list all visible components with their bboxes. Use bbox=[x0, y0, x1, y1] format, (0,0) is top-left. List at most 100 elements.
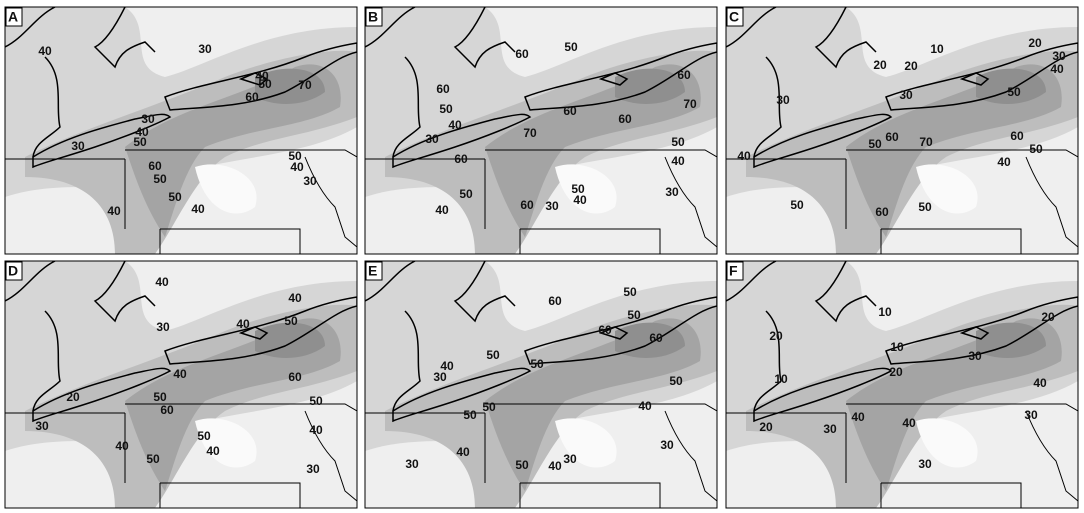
contour-label: 30 bbox=[405, 457, 419, 471]
contour-label: 30 bbox=[665, 185, 679, 199]
contour-label: 10 bbox=[890, 340, 904, 354]
contour-label: 50 bbox=[146, 452, 160, 466]
contour-label: 30 bbox=[198, 42, 212, 56]
contour-label: 50 bbox=[309, 394, 323, 408]
contour-label: 50 bbox=[153, 390, 167, 404]
contour-label: 60 bbox=[548, 294, 562, 308]
contour-label: 40 bbox=[1050, 62, 1064, 76]
contour-label: 60 bbox=[454, 152, 468, 166]
contour-label: 50 bbox=[623, 285, 637, 299]
contour-label: 50 bbox=[168, 190, 182, 204]
contour-label: 70 bbox=[523, 126, 537, 140]
contour-shading bbox=[365, 7, 717, 254]
contour-label: 60 bbox=[618, 112, 632, 126]
contour-label: 30 bbox=[899, 88, 913, 102]
contour-label: 50 bbox=[868, 137, 882, 151]
contour-label: 40 bbox=[236, 317, 250, 331]
contour-label: 40 bbox=[155, 275, 169, 289]
contour-label: 30 bbox=[306, 462, 320, 476]
contour-label: 20 bbox=[769, 329, 783, 343]
contour-label: 40 bbox=[255, 69, 269, 83]
contour-label: 20 bbox=[66, 390, 80, 404]
contour-label: 30 bbox=[433, 370, 447, 384]
contour-label: 50 bbox=[482, 400, 496, 414]
contour-label: 40 bbox=[573, 193, 587, 207]
letter-box bbox=[365, 261, 383, 281]
contour-label: 40 bbox=[290, 160, 304, 174]
contour-label: 50 bbox=[1007, 85, 1021, 99]
contour-label: 60 bbox=[649, 331, 663, 345]
contour-label: 40 bbox=[440, 359, 454, 373]
contour-label: 50 bbox=[918, 200, 932, 214]
contour-label: 30 bbox=[1052, 49, 1066, 63]
contour-label: 30 bbox=[563, 452, 577, 466]
contour-label: 30 bbox=[35, 419, 49, 433]
contour-label: 60 bbox=[148, 159, 162, 173]
panel-letter: B bbox=[368, 9, 378, 25]
contour-label: 40 bbox=[107, 204, 121, 218]
contour-label: 30 bbox=[660, 438, 674, 452]
letter-box bbox=[726, 261, 744, 281]
letter-box bbox=[726, 7, 744, 27]
panel-letter: C bbox=[729, 9, 739, 25]
contour-label: 40 bbox=[448, 118, 462, 132]
contour-label: 60 bbox=[563, 104, 577, 118]
contour-shading bbox=[5, 7, 357, 254]
contour-label: 30 bbox=[71, 139, 85, 153]
contour-label: 50 bbox=[284, 314, 298, 328]
map-art bbox=[5, 7, 357, 254]
contour-label: 60 bbox=[677, 68, 691, 82]
contour-shading bbox=[5, 261, 357, 508]
contour-label: 40 bbox=[206, 444, 220, 458]
contour-label: 50 bbox=[459, 187, 473, 201]
panel-frame bbox=[4, 260, 358, 509]
panel-letter: E bbox=[368, 263, 377, 279]
contour-label: 40 bbox=[548, 459, 562, 473]
panel-frame bbox=[725, 6, 1079, 255]
contour-label: 40 bbox=[997, 155, 1011, 169]
contour-label: 20 bbox=[759, 420, 773, 434]
contour-label: 60 bbox=[1010, 129, 1024, 143]
contour-label: 30 bbox=[141, 112, 155, 126]
contour-label: 40 bbox=[309, 423, 323, 437]
contour-label: 50 bbox=[627, 308, 641, 322]
contour-label: 30 bbox=[1024, 408, 1038, 422]
contour-shading bbox=[726, 7, 1078, 254]
contour-label: 10 bbox=[930, 42, 944, 56]
contour-label: 10 bbox=[878, 305, 892, 319]
contour-label: 40 bbox=[456, 445, 470, 459]
panel-letter: A bbox=[8, 9, 18, 25]
contour-label: 30 bbox=[968, 349, 982, 363]
map-art bbox=[5, 261, 357, 508]
contour-label: 50 bbox=[671, 135, 685, 149]
contour-label: 40 bbox=[851, 410, 865, 424]
contour-label: 50 bbox=[564, 40, 578, 54]
contour-label: 60 bbox=[436, 82, 450, 96]
contour-label: 40 bbox=[435, 203, 449, 217]
contour-label: 40 bbox=[115, 439, 129, 453]
letter-box bbox=[365, 7, 383, 27]
contour-label: 60 bbox=[515, 47, 529, 61]
contour-label: 40 bbox=[191, 202, 205, 216]
contour-label: 40 bbox=[173, 367, 187, 381]
contour-label: 50 bbox=[197, 429, 211, 443]
contour-label: 70 bbox=[683, 97, 697, 111]
contour-label: 50 bbox=[669, 374, 683, 388]
contour-label: 30 bbox=[156, 320, 170, 334]
contour-label: 50 bbox=[463, 408, 477, 422]
contour-label: 50 bbox=[790, 198, 804, 212]
contour-label: 30 bbox=[918, 457, 932, 471]
contour-label: 60 bbox=[885, 130, 899, 144]
contour-label: 60 bbox=[875, 205, 889, 219]
contour-label: 50 bbox=[530, 357, 544, 371]
contour-label: 40 bbox=[135, 125, 149, 139]
map-art bbox=[365, 7, 717, 254]
contour-label: 50 bbox=[133, 135, 147, 149]
contour-label: 20 bbox=[873, 58, 887, 72]
